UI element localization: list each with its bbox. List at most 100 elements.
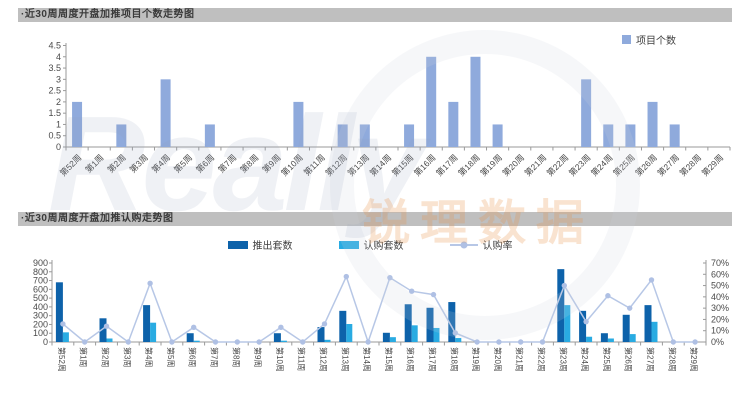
subscribe-rate-marker (605, 293, 611, 299)
subscribe-units-bar (564, 305, 571, 342)
x-axis-category-label: 第21周 (515, 347, 525, 372)
x-axis-category-label: 第9周 (260, 152, 282, 174)
left-axis-tick-label: 600 (33, 284, 48, 294)
x-axis-category-label: 第3周 (122, 347, 132, 367)
subscribe-rate-marker (670, 339, 676, 345)
subscribe-rate-marker (256, 339, 262, 345)
x-axis-category-label: 第21周 (522, 152, 548, 178)
subscribe-units-bar (629, 334, 636, 342)
x-axis-category-label: 第3周 (127, 152, 149, 174)
projects-chart-header: ·近30周周度开盘加推项目个数走势图 (18, 8, 732, 22)
subscribe-rate-legend-label: 认购率 (482, 241, 513, 252)
subscribe-rate-line (62, 274, 696, 345)
project-count-bar (581, 79, 592, 147)
x-axis-category-label: 第12周 (323, 152, 349, 178)
x-axis-category-label: 第9周 (253, 347, 263, 367)
subscribe-rate-marker (387, 274, 393, 281)
subscribe-rate-marker (82, 339, 88, 345)
push-units-bars (55, 269, 652, 342)
x-axis-category-label: 第2周 (105, 152, 127, 174)
subscribe-units-legend-label: 认购套数 (363, 241, 404, 252)
x-axis-category-label: 第13周 (345, 152, 371, 178)
x-axis-category-label: 第7周 (216, 152, 238, 174)
subscribe-units-bar (455, 338, 462, 342)
push-units-bar (448, 302, 456, 342)
x-axis-category-label: 第16周 (406, 347, 416, 372)
subscribe-units-bar (586, 336, 593, 342)
x-axis-category-label: 第1周 (83, 152, 105, 174)
left-axis-tick-label: 500 (33, 293, 48, 303)
subscribe-rate-marker (430, 291, 437, 298)
subscribe-rate-marker (278, 324, 284, 331)
push-units-bar (317, 327, 325, 342)
watermark-logo-text: Really (48, 88, 426, 239)
subscribe-rate-marker (452, 330, 458, 336)
subscribe-rate-marker-icon (460, 241, 467, 248)
subscribe-units-bar (106, 338, 113, 342)
push-units-bar (273, 333, 281, 342)
project-count-bar (603, 124, 614, 147)
push-units-bar (600, 333, 608, 342)
subscribe-rate-swatch (449, 241, 478, 248)
x-axis-category-label: 第8周 (238, 152, 260, 174)
push-units-bar (143, 305, 151, 342)
x-axis-category-label: 第18周 (449, 347, 459, 372)
subscribe-rate-marker (147, 280, 153, 287)
x-axis-category-label: 第25周 (602, 347, 612, 372)
projects-chart-legend: 项目个数 (622, 32, 676, 47)
subscribe-rate-marker (627, 305, 633, 311)
x-axis-category-label: 第16周 (412, 152, 438, 178)
y-axis-tick-label: 2 (56, 97, 61, 107)
push-units-bar (55, 282, 63, 342)
project-count-bar (337, 124, 348, 147)
right-axis-tick-label: 20% (711, 314, 729, 324)
project-count-bar (160, 79, 171, 147)
x-axis-category-label: 第23周 (558, 347, 568, 372)
project-count-bar (625, 124, 636, 147)
project-count-bar (293, 101, 304, 147)
subscribe-rate-marker (125, 339, 131, 345)
x-axis-category-label: 第14周 (362, 347, 372, 372)
right-axis-tick-label: 40% (711, 292, 729, 302)
subscribe-units-bar (346, 324, 353, 342)
watermark-circle (330, 30, 640, 340)
x-axis-category-label: 第28周 (677, 152, 703, 178)
right-axis-tick-label: 30% (711, 303, 729, 313)
left-axis-tick-label: 700 (33, 276, 48, 286)
x-axis-category-label: 第25周 (611, 152, 637, 178)
push-units-bar (644, 305, 652, 342)
subscribe-units-bar (193, 340, 200, 342)
subscribe-units-bar (433, 327, 440, 342)
project-count-legend-label: 项目个数 (636, 36, 676, 47)
x-axis-category-label: 第5周 (166, 347, 176, 367)
left-axis-tick-label: 800 (33, 267, 48, 277)
left-axis-tick-label: 300 (33, 311, 48, 321)
project-count-bar (72, 101, 83, 147)
x-axis-category-label: 第27周 (646, 347, 656, 372)
subscribe-rate-marker (561, 282, 567, 289)
x-axis-category-label: 第6周 (194, 152, 216, 174)
subscribe-rate-marker (212, 339, 219, 345)
subscribe-rate-marker (474, 339, 480, 345)
x-axis-category-label: 第24周 (589, 152, 615, 178)
x-axis-category-label: 第18周 (456, 152, 482, 178)
subscribe-units-bars (62, 305, 658, 342)
subscribe-units-swatch (338, 240, 359, 249)
subscribe-rate-marker (321, 321, 328, 327)
left-axis-tick-label: 100 (33, 328, 48, 338)
subscribe-units-bar (324, 339, 331, 342)
project-count-bar (404, 124, 415, 147)
push-units-bar (622, 314, 630, 342)
project-count-bar (448, 101, 459, 147)
x-axis-category-label: 第8周 (231, 347, 241, 367)
right-axis-tick-label: 50% (711, 281, 729, 291)
y-axis-tick-label: 4.5 (48, 41, 61, 51)
subscribe-units-bar (651, 321, 658, 342)
subscribe-rate-marker (300, 339, 306, 345)
x-axis-category-label: 第4周 (150, 152, 172, 174)
subscription-chart-title: ·近30周周度开盘加推认购走势图 (21, 213, 174, 224)
subscribe-rate-marker (692, 339, 698, 345)
projects-chart-title: ·近30周周度开盘加推项目个数走势图 (21, 9, 195, 20)
subscribe-rate-marker (103, 323, 110, 329)
